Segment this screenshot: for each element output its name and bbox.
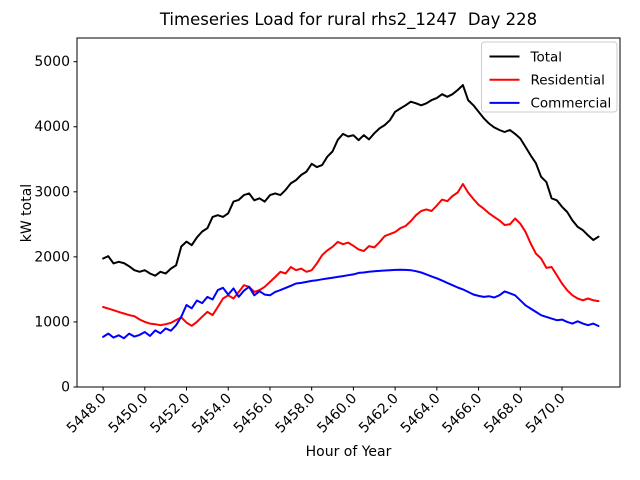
- series-line-total: [102, 84, 600, 277]
- plot-border: [76, 37, 621, 388]
- legend-label-residential: Residential: [531, 73, 605, 89]
- x-axis-label: Hour of Year: [305, 444, 392, 460]
- y-tick-label: 5000: [34, 54, 70, 70]
- y-tick-label: 4000: [34, 119, 70, 135]
- y-axis-label: kW total: [19, 183, 35, 243]
- legend-box: [481, 41, 618, 113]
- legend-label-total: Total: [530, 49, 563, 65]
- legend-label-commercial: Commercial: [531, 96, 612, 112]
- y-tick-label: 3000: [34, 184, 70, 200]
- y-tick-label: 1000: [34, 314, 70, 330]
- y-tick-label: 2000: [34, 249, 70, 265]
- y-tick-label: 0: [61, 380, 70, 396]
- chart-title: Timeseries Load for rural rhs2_1247 Day …: [159, 10, 538, 29]
- series-line-commercial: [102, 268, 600, 340]
- series-line-residential: [102, 183, 600, 327]
